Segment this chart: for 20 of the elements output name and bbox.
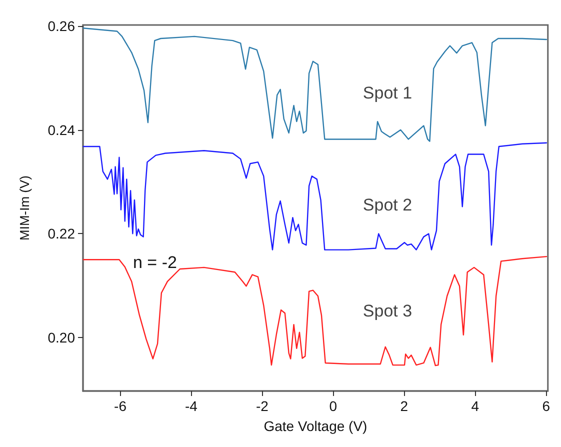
y-tick-label: 0.22 (48, 226, 76, 242)
annotation: n = -2 (133, 253, 177, 272)
x-tick-label: 4 (471, 398, 480, 414)
series-label: Spot 1 (362, 84, 412, 103)
x-tick-label: -2 (256, 398, 269, 414)
line-series (82, 28, 548, 142)
x-tick-label: -4 (185, 398, 198, 414)
x-tick-label: -6 (114, 398, 127, 414)
line-series (82, 142, 548, 250)
x-axis-title: Gate Voltage (V) (264, 418, 368, 434)
x-tick-label: 2 (400, 398, 408, 414)
series-label: Spot 3 (362, 302, 412, 321)
y-tick-label: 0.26 (48, 18, 76, 34)
x-tick-label: 0 (329, 398, 338, 414)
y-tick-label: 0.24 (48, 122, 76, 138)
y-axis-title: MIM-Im (V) (17, 176, 32, 240)
y-tick-label: 0.20 (48, 330, 76, 346)
x-tick-label: 6 (542, 398, 550, 414)
series-label: Spot 2 (362, 195, 412, 214)
line-series (82, 256, 548, 366)
